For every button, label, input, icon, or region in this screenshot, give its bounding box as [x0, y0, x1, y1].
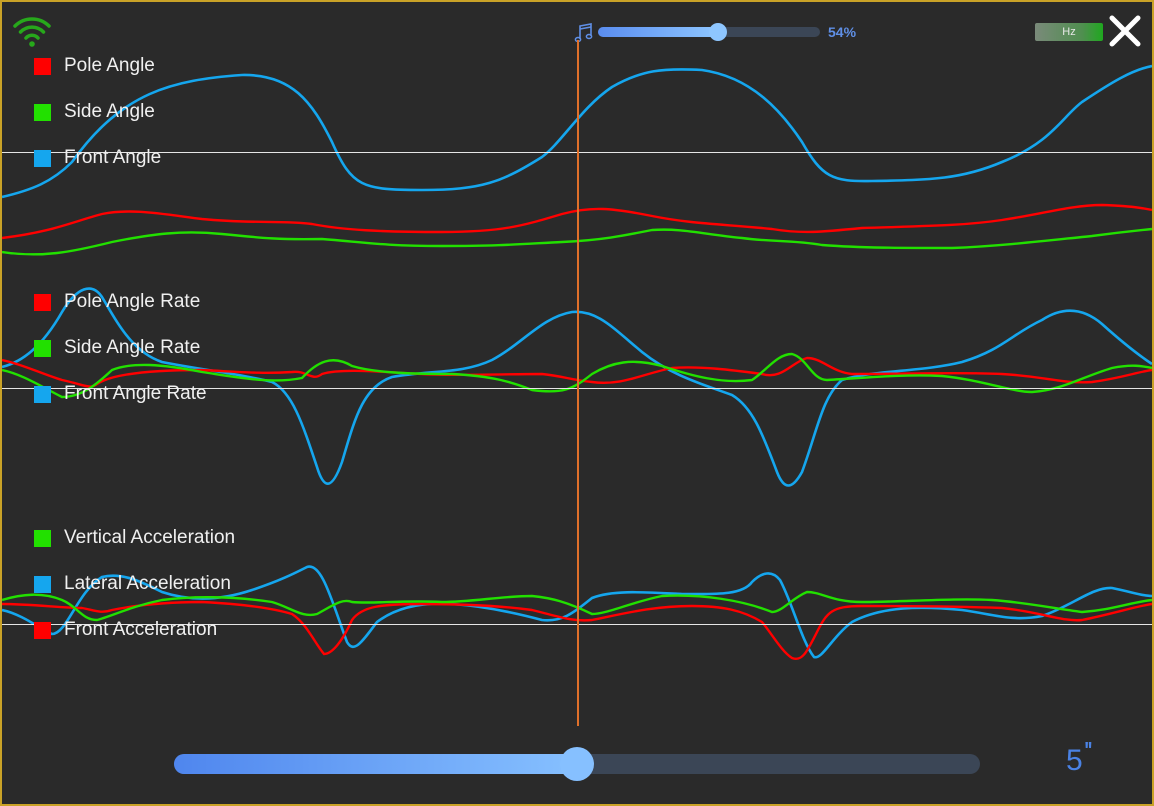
legend-swatch	[34, 293, 51, 311]
playhead-cursor[interactable]	[577, 40, 579, 726]
series-pole-angle	[2, 203, 1152, 240]
legend-side-angle[interactable]: Side Angle	[34, 101, 155, 123]
legend-swatch	[34, 103, 51, 121]
panel-1-series	[2, 64, 1152, 256]
time-scrubber-fill	[174, 754, 577, 774]
series-front-angle	[2, 64, 1152, 199]
wifi-icon	[13, 17, 51, 47]
series-pole-angle-rate	[2, 356, 1152, 388]
series-front-angle-rate	[2, 287, 1152, 487]
legend-label: Front Acceleration	[64, 619, 218, 640]
time-readout: 5	[1066, 744, 1083, 777]
series-front-acceleration	[2, 600, 1152, 661]
legend-side-angle-rate[interactable]: Side Angle Rate	[34, 337, 200, 359]
series-vertical-acceleration	[2, 590, 1152, 622]
signal-plot	[2, 64, 1152, 661]
volume-slider[interactable]	[598, 23, 820, 41]
legend-front-acceleration[interactable]: Front Acceleration	[34, 619, 217, 641]
legend-swatch	[34, 57, 51, 75]
series-lateral-acceleration	[2, 565, 1152, 659]
legend-label: Vertical Acceleration	[64, 527, 236, 548]
legend-label: Side Angle Rate	[64, 337, 201, 358]
legend-swatch	[34, 621, 51, 639]
time-scrubber-handle[interactable]	[560, 747, 594, 781]
volume-slider-fill	[598, 27, 718, 37]
legend-swatch	[34, 575, 51, 593]
legend-swatch	[34, 529, 51, 547]
volume-slider-handle[interactable]	[708, 23, 727, 41]
music-note-icon	[574, 23, 593, 43]
legend-label: Pole Angle	[64, 55, 155, 76]
legend-pole-angle-rate[interactable]: Pole Angle Rate	[34, 291, 200, 313]
series-side-angle	[2, 227, 1152, 256]
legend-pole-angle[interactable]: Pole Angle	[34, 55, 155, 77]
legend-lateral-acceleration[interactable]: Lateral Acceleration	[34, 573, 231, 595]
time-scrubber[interactable]	[174, 747, 980, 781]
legend-swatch	[34, 339, 51, 357]
legend-vertical-acceleration[interactable]: Vertical Acceleration	[34, 527, 235, 549]
legend-label: Front Angle	[64, 147, 162, 168]
legend-label: Side Angle	[64, 101, 155, 122]
legend-swatch	[34, 149, 51, 167]
panel-3-series	[2, 565, 1152, 661]
panel-2-series	[2, 287, 1152, 487]
legend-label: Lateral Acceleration	[64, 573, 231, 594]
volume-percent: 54%	[828, 24, 857, 40]
legend-front-angle-rate[interactable]: Front Angle Rate	[34, 383, 207, 405]
time-unit: ''	[1084, 736, 1093, 767]
legend-label: Front Angle Rate	[64, 383, 207, 404]
hz-indicator[interactable]: Hz	[1035, 23, 1103, 41]
legend-label: Pole Angle Rate	[64, 291, 201, 312]
close-icon[interactable]	[1106, 12, 1144, 50]
legend-front-angle[interactable]: Front Angle	[34, 147, 161, 169]
series-side-angle-rate	[2, 352, 1152, 399]
legend-swatch	[34, 385, 51, 403]
